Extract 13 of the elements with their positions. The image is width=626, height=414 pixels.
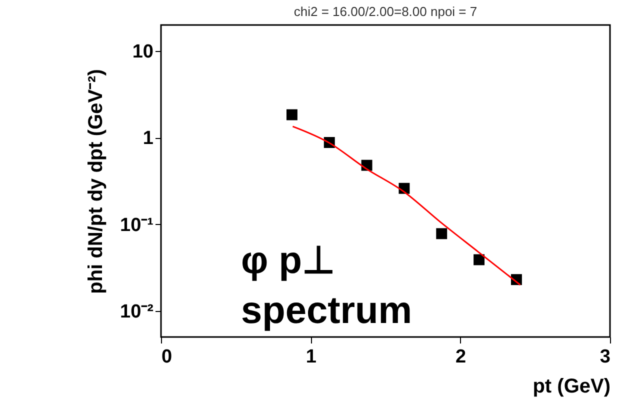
chart-title: chi2 = 16.00/2.00=8.00 npoi = 7 — [294, 4, 478, 19]
x-tick-label: 1 — [306, 346, 317, 368]
y-axis-title: phi dN/pt dy dpt (GeV⁻²) — [85, 69, 108, 294]
annotation: φ p⊥ — [241, 240, 335, 282]
annotation: spectrum — [241, 290, 412, 332]
x-tick-label: 2 — [456, 346, 466, 368]
x-tick-label: 3 — [600, 346, 610, 368]
y-tick-label: 1 — [142, 128, 154, 150]
y-tick-label: 10⁻¹ — [120, 214, 154, 236]
x-axis-title: pt (GeV) — [532, 376, 610, 398]
y-tick-label: 10 — [132, 42, 154, 63]
y-tick-label: 10⁻² — [120, 301, 154, 322]
x-tick-label: 0 — [162, 346, 172, 368]
